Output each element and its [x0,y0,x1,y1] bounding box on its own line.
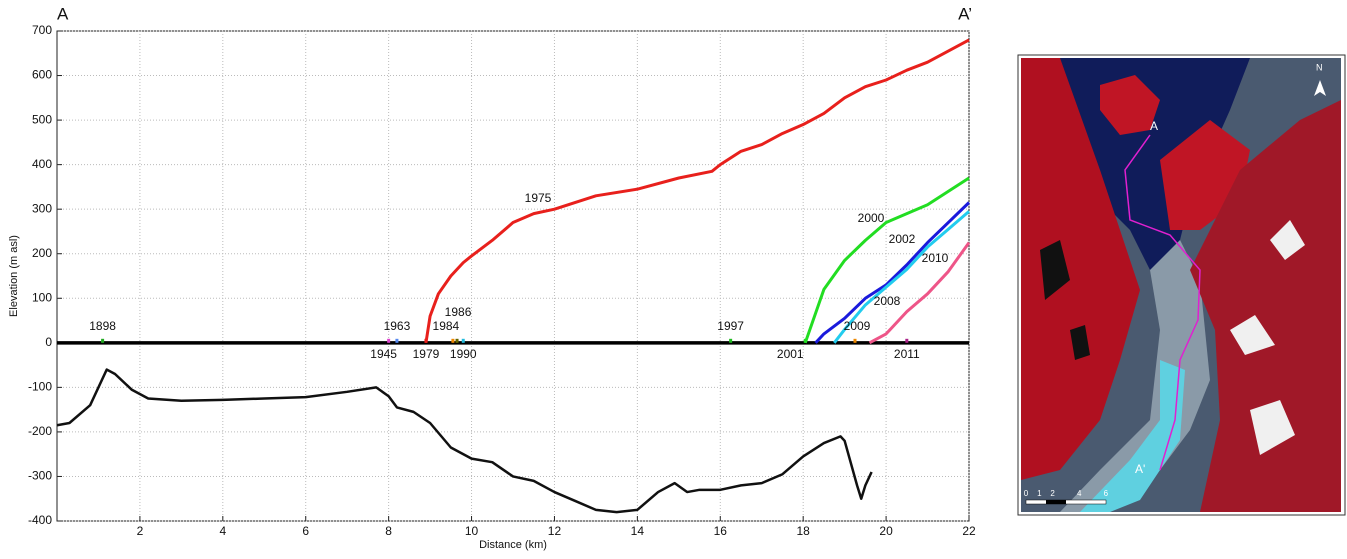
series-label: 2002 [889,232,916,246]
year-label: 1898 [89,319,116,333]
year-marker [395,339,398,343]
year-label: 1979 [413,347,440,361]
x-tick-label: 16 [714,524,728,538]
x-tick-label: 20 [879,524,893,538]
series-label: 2010 [922,251,949,265]
year-marker [451,339,454,343]
page: A A' N 01246 AA’Elevation (m asl)Distanc… [0,0,1347,554]
year-label: 1990 [450,347,477,361]
x-tick-label: 18 [797,524,811,538]
year-marker [101,339,104,343]
corner-label: A [57,4,69,23]
year-marker [804,339,807,343]
scale-label: 0 [1024,489,1029,498]
year-marker [424,339,427,343]
year-label: 1997 [717,319,744,333]
x-tick-label: 4 [219,524,226,538]
scale-label: 1 [1037,489,1042,498]
series-label: 1975 [525,191,552,205]
year-label: 1945 [370,347,397,361]
x-tick-label: 8 [385,524,392,538]
scale-label: 4 [1077,489,1082,498]
y-tick-label: 200 [32,246,52,260]
x-axis-label: Distance (km) [479,539,547,551]
y-tick-label: -100 [28,380,52,394]
x-tick-label: 12 [548,524,562,538]
x-tick-label: 6 [302,524,309,538]
year-label: 2009 [844,319,871,333]
scale-label: 6 [1104,489,1109,498]
year-marker [905,339,908,343]
year-marker [456,339,459,343]
y-tick-label: 400 [32,157,52,171]
corner-label: A’ [958,4,972,23]
map-start-label: A [1150,119,1158,133]
year-label: 1963 [384,319,411,333]
year-marker [462,339,465,343]
x-tick-label: 2 [137,524,144,538]
year-label: 2001 [777,347,804,361]
y-tick-label: 0 [45,335,52,349]
y-tick-label: 500 [32,112,52,126]
y-tick-label: 600 [32,68,52,82]
north-label: N [1316,62,1323,72]
series-label: 2008 [874,294,901,308]
year-marker [854,339,857,343]
y-tick-label: -400 [28,513,52,527]
y-tick-label: 100 [32,290,52,304]
year-marker [387,339,390,343]
y-tick-label: -200 [28,424,52,438]
scale-bar-segment [1046,500,1066,504]
y-tick-label: 700 [32,23,52,37]
scale-label: 2 [1050,489,1055,498]
year-label: 1986 [445,305,472,319]
year-label: 1984 [433,319,460,333]
series-label: 2000 [858,211,885,225]
map-end-label: A' [1135,462,1145,476]
y-axis-label: Elevation (m asl) [8,235,20,317]
y-tick-label: 300 [32,201,52,215]
year-marker [729,339,732,343]
x-tick-label: 14 [631,524,645,538]
year-label: 2011 [894,347,920,361]
x-tick-label: 22 [962,524,976,538]
x-tick-label: 10 [465,524,479,538]
y-tick-label: -300 [28,469,52,483]
